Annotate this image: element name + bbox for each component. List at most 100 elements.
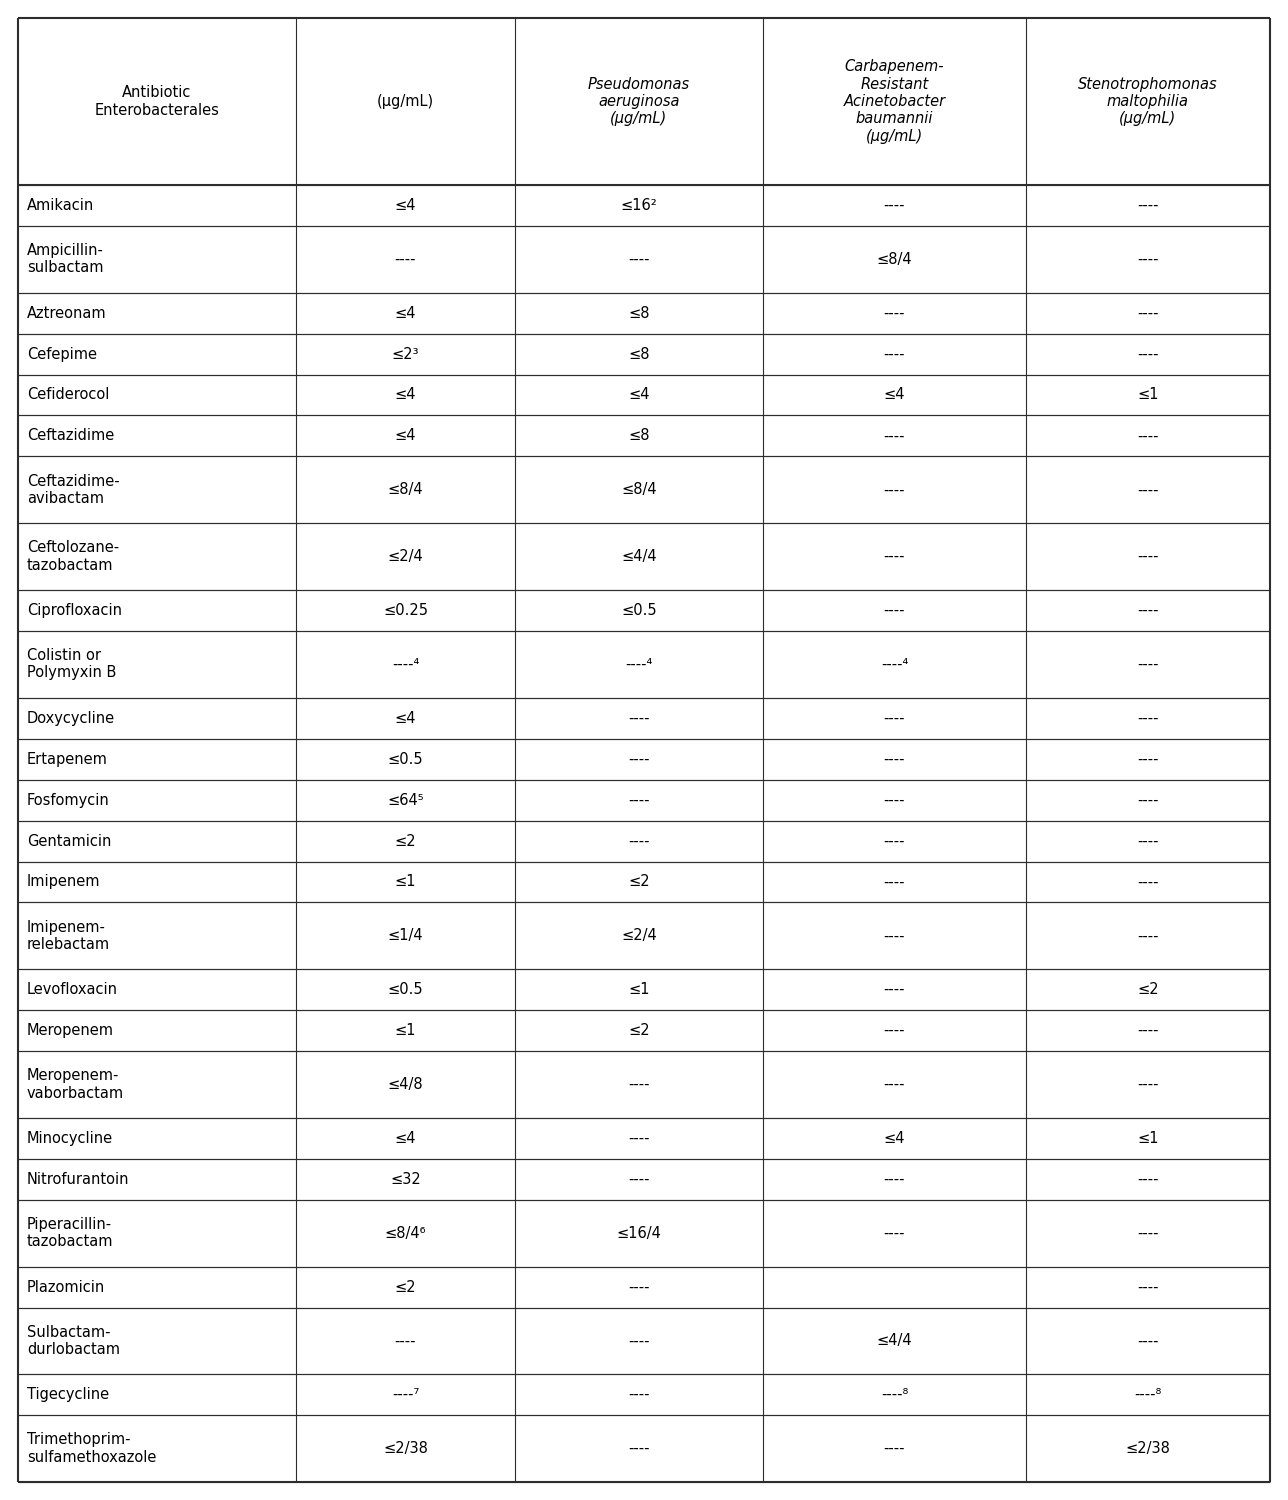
Text: ≤2: ≤2 bbox=[629, 874, 650, 890]
Text: ----: ---- bbox=[629, 1442, 649, 1456]
Text: ----: ---- bbox=[629, 1280, 649, 1294]
Text: ----: ---- bbox=[884, 792, 905, 807]
Bar bbox=[18, 226, 1270, 292]
Bar bbox=[18, 375, 1270, 416]
Text: ----: ---- bbox=[1137, 834, 1159, 849]
Text: ----⁷: ----⁷ bbox=[392, 1388, 419, 1402]
Text: ----: ---- bbox=[884, 752, 905, 766]
Text: ≤16²: ≤16² bbox=[621, 198, 657, 213]
Text: Meropenem-
vaborbactam: Meropenem- vaborbactam bbox=[27, 1068, 124, 1101]
Bar bbox=[18, 416, 1270, 456]
Text: ≤8/4: ≤8/4 bbox=[621, 483, 657, 498]
Text: ----: ---- bbox=[1137, 1077, 1159, 1092]
Text: ----: ---- bbox=[1137, 711, 1159, 726]
Bar bbox=[18, 456, 1270, 524]
Text: ----: ---- bbox=[884, 1077, 905, 1092]
Text: ----⁴: ----⁴ bbox=[626, 657, 653, 672]
Text: ≤2/38: ≤2/38 bbox=[1126, 1442, 1171, 1456]
Text: Ceftazidime: Ceftazidime bbox=[27, 429, 115, 444]
Text: Meropenem: Meropenem bbox=[27, 1023, 115, 1038]
Text: Cefepime: Cefepime bbox=[27, 346, 97, 362]
Text: Plazomicin: Plazomicin bbox=[27, 1280, 106, 1294]
Text: ----: ---- bbox=[884, 549, 905, 564]
Text: ----: ---- bbox=[1137, 549, 1159, 564]
Text: ≤1: ≤1 bbox=[394, 874, 416, 890]
Text: ≤8/4: ≤8/4 bbox=[388, 483, 424, 498]
Bar bbox=[18, 738, 1270, 780]
Text: ----: ---- bbox=[884, 306, 905, 321]
Text: ----: ---- bbox=[394, 252, 416, 267]
Text: ≤2/38: ≤2/38 bbox=[383, 1442, 428, 1456]
Text: ≤4: ≤4 bbox=[394, 429, 416, 444]
Bar bbox=[18, 1010, 1270, 1052]
Text: ≤2: ≤2 bbox=[629, 1023, 650, 1038]
Text: Stenotrophomonas
maltophilia
(μg/mL): Stenotrophomonas maltophilia (μg/mL) bbox=[1078, 76, 1217, 126]
Text: ≤8/4: ≤8/4 bbox=[877, 252, 912, 267]
Bar bbox=[18, 903, 1270, 969]
Bar bbox=[18, 292, 1270, 333]
Text: ≤2/4: ≤2/4 bbox=[388, 549, 424, 564]
Bar bbox=[18, 632, 1270, 698]
Text: ≤2: ≤2 bbox=[1137, 982, 1159, 998]
Text: Trimethoprim-
sulfamethoxazole: Trimethoprim- sulfamethoxazole bbox=[27, 1432, 156, 1466]
Text: ≤32: ≤32 bbox=[390, 1172, 421, 1186]
Text: ----: ---- bbox=[884, 874, 905, 890]
Text: ----: ---- bbox=[1137, 874, 1159, 890]
Text: ----: ---- bbox=[1137, 1172, 1159, 1186]
Text: ----: ---- bbox=[884, 928, 905, 944]
Text: (μg/mL): (μg/mL) bbox=[377, 94, 434, 110]
Bar bbox=[18, 821, 1270, 861]
Text: ----⁴: ----⁴ bbox=[392, 657, 419, 672]
Text: ≤4: ≤4 bbox=[629, 387, 649, 402]
Text: Minocycline: Minocycline bbox=[27, 1131, 113, 1146]
Text: ----: ---- bbox=[884, 1172, 905, 1186]
Text: Fosfomycin: Fosfomycin bbox=[27, 792, 109, 807]
Text: ----: ---- bbox=[884, 834, 905, 849]
Text: Levofloxacin: Levofloxacin bbox=[27, 982, 118, 998]
Text: ----: ---- bbox=[1137, 1280, 1159, 1294]
Text: ≤4/4: ≤4/4 bbox=[621, 549, 657, 564]
Text: ----: ---- bbox=[1137, 603, 1159, 618]
Bar bbox=[18, 861, 1270, 903]
Text: ----: ---- bbox=[629, 834, 649, 849]
Bar bbox=[18, 1414, 1270, 1482]
Bar bbox=[18, 1200, 1270, 1266]
Text: Ciprofloxacin: Ciprofloxacin bbox=[27, 603, 122, 618]
Bar bbox=[18, 590, 1270, 632]
Bar bbox=[18, 698, 1270, 738]
Text: Ceftolozane-
tazobactam: Ceftolozane- tazobactam bbox=[27, 540, 118, 573]
Text: ≤4: ≤4 bbox=[394, 306, 416, 321]
Text: ≤0.25: ≤0.25 bbox=[383, 603, 428, 618]
Text: Gentamicin: Gentamicin bbox=[27, 834, 111, 849]
Text: ----: ---- bbox=[1137, 198, 1159, 213]
Text: ≤4: ≤4 bbox=[394, 1131, 416, 1146]
Bar bbox=[18, 184, 1270, 226]
Text: Doxycycline: Doxycycline bbox=[27, 711, 115, 726]
Bar bbox=[18, 1308, 1270, 1374]
Bar bbox=[18, 1052, 1270, 1118]
Text: ----: ---- bbox=[884, 1023, 905, 1038]
Text: ≤8: ≤8 bbox=[629, 306, 649, 321]
Text: ----: ---- bbox=[884, 982, 905, 998]
Text: ----: ---- bbox=[884, 711, 905, 726]
Text: ≤0.5: ≤0.5 bbox=[621, 603, 657, 618]
Text: ≤4: ≤4 bbox=[394, 711, 416, 726]
Text: ----: ---- bbox=[884, 198, 905, 213]
Text: ≤1: ≤1 bbox=[1137, 1131, 1159, 1146]
Text: ----: ---- bbox=[1137, 429, 1159, 444]
Bar bbox=[18, 1374, 1270, 1414]
Text: ----: ---- bbox=[884, 1442, 905, 1456]
Bar bbox=[18, 18, 1270, 184]
Text: ----: ---- bbox=[629, 792, 649, 807]
Text: ----⁸: ----⁸ bbox=[1135, 1388, 1162, 1402]
Bar bbox=[18, 1160, 1270, 1200]
Text: ----: ---- bbox=[884, 346, 905, 362]
Text: ≤4: ≤4 bbox=[884, 387, 905, 402]
Text: ----: ---- bbox=[394, 1334, 416, 1348]
Text: Imipenem-
relebactam: Imipenem- relebactam bbox=[27, 920, 111, 952]
Bar bbox=[18, 780, 1270, 820]
Text: ≤4: ≤4 bbox=[394, 387, 416, 402]
Text: ----: ---- bbox=[1137, 252, 1159, 267]
Text: ----: ---- bbox=[629, 1334, 649, 1348]
Text: ≤1: ≤1 bbox=[394, 1023, 416, 1038]
